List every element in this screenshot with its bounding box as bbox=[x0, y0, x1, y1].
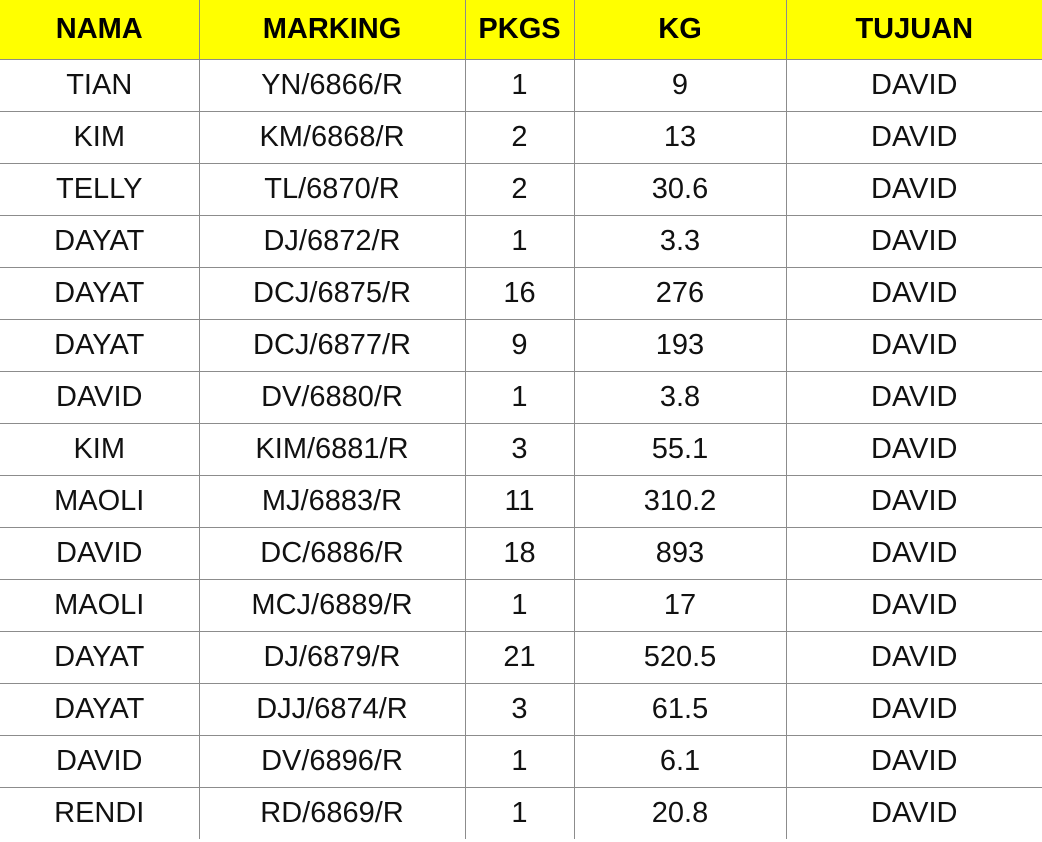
cell-tujuan[interactable]: DAVID bbox=[785, 683, 1042, 736]
cell-marking[interactable]: DV/6880/R bbox=[198, 371, 466, 424]
cell-pkgs[interactable]: 1 bbox=[464, 579, 575, 632]
cell-marking[interactable]: MCJ/6889/R bbox=[198, 579, 466, 632]
cell-nama[interactable]: DAVID bbox=[0, 735, 200, 788]
cell-kg[interactable]: 30.6 bbox=[573, 163, 787, 216]
cell-nama[interactable]: DAYAT bbox=[0, 215, 200, 268]
cell-nama[interactable]: MAOLI bbox=[0, 579, 200, 632]
cell-nama[interactable]: DAYAT bbox=[0, 631, 200, 684]
column-header-tujuan[interactable]: TUJUAN bbox=[785, 0, 1042, 60]
cell-marking[interactable]: RD/6869/R bbox=[198, 787, 466, 839]
cell-marking[interactable]: KM/6868/R bbox=[198, 111, 466, 164]
cell-tujuan[interactable]: DAVID bbox=[785, 527, 1042, 580]
cell-nama[interactable]: DAYAT bbox=[0, 683, 200, 736]
column-header-kg[interactable]: KG bbox=[573, 0, 787, 60]
cell-kg[interactable]: 20.8 bbox=[573, 787, 787, 839]
cell-pkgs[interactable]: 3 bbox=[464, 423, 575, 476]
cell-tujuan[interactable]: DAVID bbox=[785, 631, 1042, 684]
cell-kg[interactable]: 13 bbox=[573, 111, 787, 164]
table-row: DAVID DV/6896/R 1 6.1 DAVID bbox=[0, 735, 1042, 788]
cell-tujuan[interactable]: DAVID bbox=[785, 111, 1042, 164]
column-header-nama[interactable]: NAMA bbox=[0, 0, 200, 60]
cell-kg[interactable]: 276 bbox=[573, 267, 787, 320]
cell-kg[interactable]: 6.1 bbox=[573, 735, 787, 788]
cell-kg[interactable]: 3.8 bbox=[573, 371, 787, 424]
cell-pkgs[interactable]: 11 bbox=[464, 475, 575, 528]
cell-pkgs[interactable]: 1 bbox=[464, 215, 575, 268]
cell-pkgs[interactable]: 21 bbox=[464, 631, 575, 684]
cell-tujuan[interactable]: DAVID bbox=[785, 423, 1042, 476]
cell-marking[interactable]: DJ/6879/R bbox=[198, 631, 466, 684]
cell-kg[interactable]: 61.5 bbox=[573, 683, 787, 736]
cell-pkgs[interactable]: 1 bbox=[464, 787, 575, 839]
cell-marking[interactable]: DJ/6872/R bbox=[198, 215, 466, 268]
cell-marking[interactable]: YN/6866/R bbox=[198, 59, 466, 112]
cell-tujuan[interactable]: DAVID bbox=[785, 475, 1042, 528]
cell-nama[interactable]: RENDI bbox=[0, 787, 200, 839]
cell-marking[interactable]: DCJ/6875/R bbox=[198, 267, 466, 320]
cell-kg[interactable]: 9 bbox=[573, 59, 787, 112]
cell-marking[interactable]: DJJ/6874/R bbox=[198, 683, 466, 736]
header-row: NAMA MARKING PKGS KG TUJUAN bbox=[0, 0, 1042, 60]
cell-nama[interactable]: DAVID bbox=[0, 371, 200, 424]
table-row: DAYAT DJ/6879/R 21 520.5 DAVID bbox=[0, 631, 1042, 684]
cell-marking[interactable]: DCJ/6877/R bbox=[198, 319, 466, 372]
table-row: TIAN YN/6866/R 1 9 DAVID bbox=[0, 59, 1042, 112]
cell-marking[interactable]: MJ/6883/R bbox=[198, 475, 466, 528]
table-row: TELLY TL/6870/R 2 30.6 DAVID bbox=[0, 163, 1042, 216]
table-row: MAOLI MJ/6883/R 11 310.2 DAVID bbox=[0, 475, 1042, 528]
table-row: KIM KM/6868/R 2 13 DAVID bbox=[0, 111, 1042, 164]
cell-tujuan[interactable]: DAVID bbox=[785, 215, 1042, 268]
cell-pkgs[interactable]: 3 bbox=[464, 683, 575, 736]
cell-kg[interactable]: 3.3 bbox=[573, 215, 787, 268]
cell-tujuan[interactable]: DAVID bbox=[785, 371, 1042, 424]
cell-nama[interactable]: KIM bbox=[0, 423, 200, 476]
cell-nama[interactable]: KIM bbox=[0, 111, 200, 164]
cell-nama[interactable]: MAOLI bbox=[0, 475, 200, 528]
cell-pkgs[interactable]: 2 bbox=[464, 111, 575, 164]
table-row: DAYAT DJ/6872/R 1 3.3 DAVID bbox=[0, 215, 1042, 268]
cell-tujuan[interactable]: DAVID bbox=[785, 579, 1042, 632]
cell-pkgs[interactable]: 18 bbox=[464, 527, 575, 580]
cell-nama[interactable]: TELLY bbox=[0, 163, 200, 216]
cell-pkgs[interactable]: 1 bbox=[464, 59, 575, 112]
cell-kg[interactable]: 893 bbox=[573, 527, 787, 580]
table-row: DAYAT DJJ/6874/R 3 61.5 DAVID bbox=[0, 683, 1042, 736]
cell-pkgs[interactable]: 1 bbox=[464, 735, 575, 788]
table-row: DAVID DV/6880/R 1 3.8 DAVID bbox=[0, 371, 1042, 424]
cell-nama[interactable]: DAYAT bbox=[0, 319, 200, 372]
cell-marking[interactable]: KIM/6881/R bbox=[198, 423, 466, 476]
cell-pkgs[interactable]: 9 bbox=[464, 319, 575, 372]
table-row: MAOLI MCJ/6889/R 1 17 DAVID bbox=[0, 579, 1042, 632]
cell-kg[interactable]: 520.5 bbox=[573, 631, 787, 684]
table-row: DAYAT DCJ/6875/R 16 276 DAVID bbox=[0, 267, 1042, 320]
cell-pkgs[interactable]: 1 bbox=[464, 371, 575, 424]
cell-marking[interactable]: DC/6886/R bbox=[198, 527, 466, 580]
table-row: DAVID DC/6886/R 18 893 DAVID bbox=[0, 527, 1042, 580]
cell-kg[interactable]: 310.2 bbox=[573, 475, 787, 528]
table-row: RENDI RD/6869/R 1 20.8 DAVID bbox=[0, 787, 1042, 839]
cell-marking[interactable]: TL/6870/R bbox=[198, 163, 466, 216]
column-header-pkgs[interactable]: PKGS bbox=[464, 0, 575, 60]
table-row: DAYAT DCJ/6877/R 9 193 DAVID bbox=[0, 319, 1042, 372]
cell-nama[interactable]: DAVID bbox=[0, 527, 200, 580]
cell-kg[interactable]: 193 bbox=[573, 319, 787, 372]
cell-pkgs[interactable]: 2 bbox=[464, 163, 575, 216]
cell-kg[interactable]: 55.1 bbox=[573, 423, 787, 476]
cell-tujuan[interactable]: DAVID bbox=[785, 735, 1042, 788]
cell-tujuan[interactable]: DAVID bbox=[785, 319, 1042, 372]
cell-tujuan[interactable]: DAVID bbox=[785, 787, 1042, 839]
cell-nama[interactable]: TIAN bbox=[0, 59, 200, 112]
cell-kg[interactable]: 17 bbox=[573, 579, 787, 632]
cell-tujuan[interactable]: DAVID bbox=[785, 163, 1042, 216]
table-row: KIM KIM/6881/R 3 55.1 DAVID bbox=[0, 423, 1042, 476]
cell-marking[interactable]: DV/6896/R bbox=[198, 735, 466, 788]
cell-nama[interactable]: DAYAT bbox=[0, 267, 200, 320]
cell-tujuan[interactable]: DAVID bbox=[785, 267, 1042, 320]
column-header-marking[interactable]: MARKING bbox=[198, 0, 466, 60]
cell-pkgs[interactable]: 16 bbox=[464, 267, 575, 320]
cell-tujuan[interactable]: DAVID bbox=[785, 59, 1042, 112]
